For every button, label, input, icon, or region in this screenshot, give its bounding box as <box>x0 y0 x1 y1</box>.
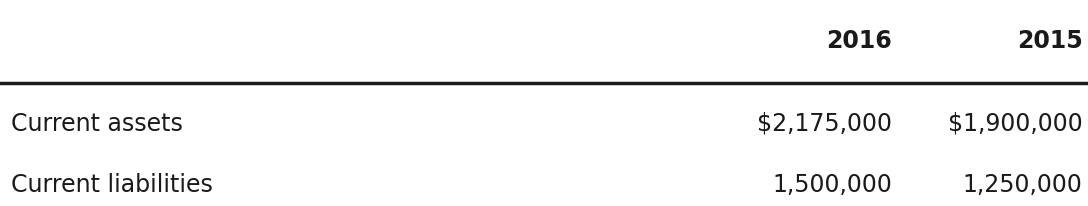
Text: 2016: 2016 <box>827 29 892 53</box>
Text: 1,250,000: 1,250,000 <box>963 173 1083 197</box>
Text: Current assets: Current assets <box>11 112 183 136</box>
Text: Current liabilities: Current liabilities <box>11 173 213 197</box>
Text: $2,175,000: $2,175,000 <box>757 112 892 136</box>
Text: 1,500,000: 1,500,000 <box>772 173 892 197</box>
Text: $1,900,000: $1,900,000 <box>948 112 1083 136</box>
Text: 2015: 2015 <box>1017 29 1083 53</box>
